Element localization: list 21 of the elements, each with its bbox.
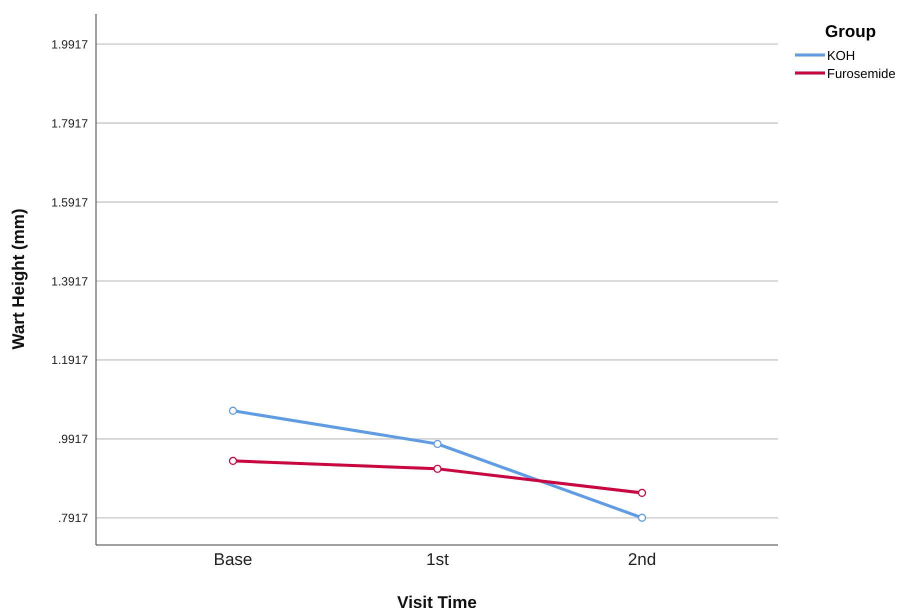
point [228, 456, 238, 466]
y-tick-label: .9917 [58, 432, 88, 446]
y-tick-label: .7917 [58, 511, 88, 526]
y-axis-title: Wart Height (mm) [9, 208, 28, 350]
point [638, 514, 646, 522]
y-tick-label: 1.7917 [51, 116, 88, 130]
x-tick-label: Base [214, 550, 252, 570]
y-tick-label: 1.3917 [51, 274, 88, 288]
point [433, 464, 442, 473]
y-tick-label: 1.5917 [51, 195, 88, 210]
legend-title: Group [824, 22, 877, 42]
point [228, 406, 238, 415]
legend-label: Furosemide [827, 66, 896, 80]
x-tick-label: 1st [426, 550, 450, 570]
point [433, 440, 442, 448]
y-tick-label: 1.9917 [51, 37, 88, 52]
y-tick-label: 1.1917 [51, 353, 88, 368]
x-axis-title: Visit Time [397, 593, 477, 612]
x-tick-label: 2nd [628, 550, 656, 570]
point [638, 488, 646, 497]
legend-label: KOH [827, 48, 856, 62]
